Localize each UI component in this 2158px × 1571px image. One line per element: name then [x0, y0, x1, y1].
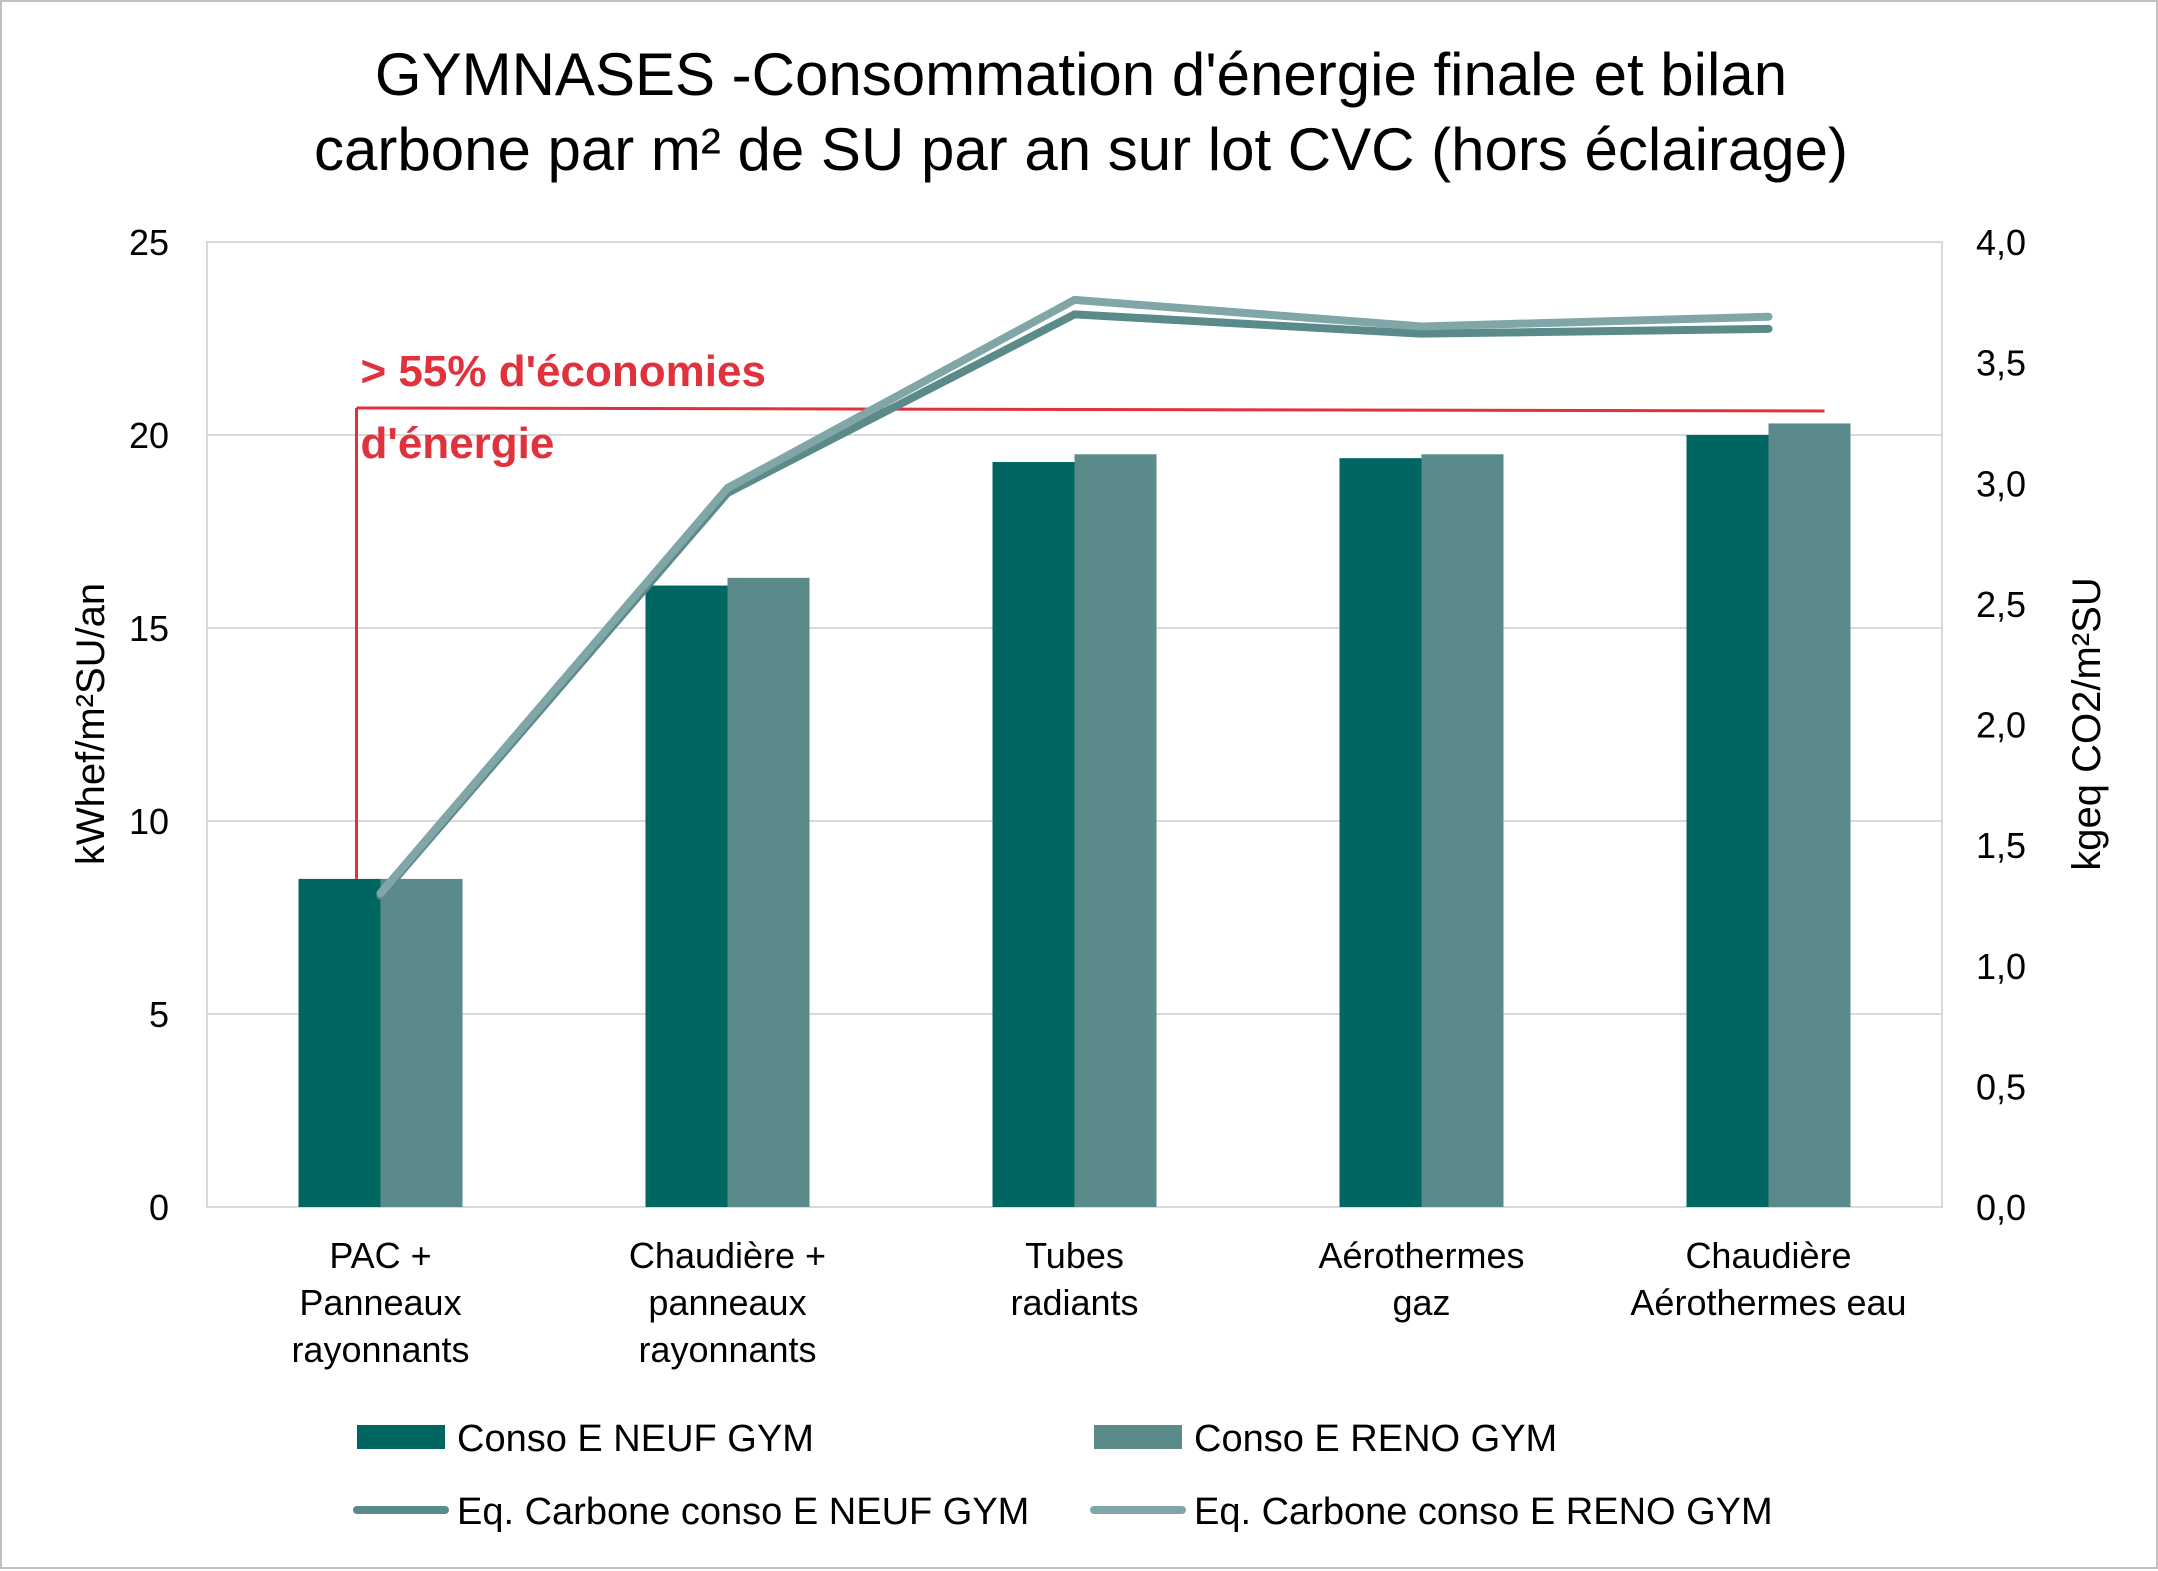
legend: Conso E NEUF GYM Conso E RENO GYM Eq. Carb…	[353, 1418, 1773, 1533]
annotation-text: > 55% d'économies	[361, 347, 766, 396]
bar-neuf	[1339, 458, 1422, 1207]
y-left-tick-label: 0	[149, 1187, 169, 1228]
bar-reno	[1421, 454, 1504, 1207]
x-category-label: radiants	[1010, 1282, 1138, 1323]
y-right-tick-label: 4,0	[1976, 222, 2026, 263]
y-left-tick-label: 10	[129, 801, 169, 842]
legend-label: Eq. Carbone conso E RENO GYM	[1194, 1491, 1773, 1533]
x-category-label: Aérothermes	[1318, 1235, 1524, 1276]
bar-neuf	[992, 462, 1075, 1207]
annotation-text: d'énergie	[361, 419, 555, 468]
line-carbone-reno	[376, 295, 1773, 898]
y-right-tick-label: 1,0	[1976, 946, 2026, 987]
y-right-tick-label: 3,0	[1976, 463, 2026, 504]
axes: 0 5 10 15 20 25 0,0 0,5 1,0 1,5 2,0 2,5 3,0 3,5 4,0 kWh…	[69, 222, 2109, 1370]
x-category-label: gaz	[1392, 1282, 1450, 1323]
legend-swatch-bar	[357, 1425, 445, 1449]
chart-title-line-1: GYMNASES -Consommation d'énergie finale …	[375, 41, 1787, 108]
legend-label: Conso E NEUF GYM	[457, 1418, 814, 1460]
y-right-axis-title: kgeq CO2/m²SU	[2065, 577, 2109, 870]
y-left-tick-label: 15	[129, 608, 169, 649]
x-category-label: Aérothermes eau	[1630, 1282, 1906, 1323]
x-category-label: rayonnants	[291, 1329, 469, 1370]
y-right-tick-label: 2,5	[1976, 584, 2026, 625]
y-left-tick-label: 25	[129, 222, 169, 263]
y-left-tick-label: 20	[129, 415, 169, 456]
legend-swatch-bar	[1094, 1425, 1182, 1449]
legend-label: Conso E RENO GYM	[1194, 1418, 1557, 1460]
annotation-horizontal-line	[356, 406, 1825, 413]
x-category-label: Chaudière +	[629, 1235, 826, 1276]
bar-neuf	[645, 585, 728, 1207]
bar-reno	[727, 577, 810, 1207]
bar-reno	[380, 878, 463, 1207]
y-left-axis-title: kWhef/m²SU/an	[69, 583, 113, 865]
x-category-label: rayonnants	[638, 1329, 816, 1370]
x-category-label: panneaux	[648, 1282, 806, 1323]
bar-neuf	[1686, 435, 1769, 1207]
y-right-tick-label: 0,0	[1976, 1187, 2026, 1228]
x-category-label: Tubes	[1025, 1235, 1124, 1276]
savings-annotation: > 55% d'économies d'énergie	[355, 347, 1825, 879]
chart-title-line-2: carbone par m² de SU par an sur lot CVC …	[314, 116, 1848, 183]
x-category-label: Panneaux	[299, 1282, 461, 1323]
bar-reno	[1074, 454, 1157, 1207]
y-right-tick-label: 1,5	[1976, 825, 2026, 866]
x-category-label: Chaudière	[1685, 1235, 1851, 1276]
legend-label: Eq. Carbone conso E NEUF GYM	[457, 1491, 1029, 1533]
x-category-label: PAC +	[329, 1235, 431, 1276]
bar-neuf	[298, 878, 381, 1207]
bar-reno	[1768, 423, 1851, 1207]
y-right-tick-label: 2,0	[1976, 705, 2026, 746]
bar-marks	[298, 423, 1851, 1207]
line-marks	[376, 295, 1773, 900]
y-right-tick-label: 3,5	[1976, 343, 2026, 384]
y-left-tick-label: 5	[149, 994, 169, 1035]
y-right-tick-label: 0,5	[1976, 1066, 2026, 1107]
